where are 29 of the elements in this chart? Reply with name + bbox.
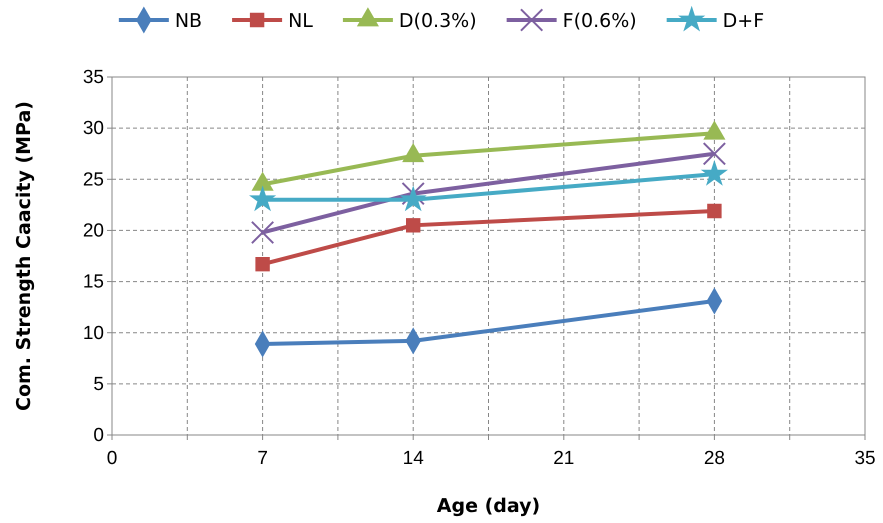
point	[702, 142, 726, 166]
x-axis-title: Age (day)	[436, 495, 540, 517]
point	[707, 204, 722, 218]
x-tick-label: 7	[257, 448, 268, 469]
point	[400, 186, 426, 210]
point	[255, 256, 270, 272]
legend-label: NL	[288, 10, 314, 32]
legend-label: D+F	[722, 10, 764, 32]
x-tick-label: 35	[854, 448, 876, 469]
y-tick-label: 15	[82, 272, 104, 293]
x-tick-label: 21	[553, 448, 574, 469]
x-tick-label: 28	[704, 448, 725, 469]
point	[250, 220, 274, 244]
y-axis-title: Com. Strength Caacity (MPa)	[13, 101, 35, 411]
y-tick-label: 25	[82, 169, 104, 190]
legend-label: NB	[174, 10, 202, 32]
y-tick-label: 0	[93, 425, 104, 446]
x-tick-label: 14	[402, 448, 424, 469]
point	[406, 218, 420, 233]
y-tick-label: 35	[82, 67, 104, 88]
y-tick-label: 30	[82, 118, 104, 140]
legend-label: F(0.6%)	[562, 10, 637, 32]
point	[702, 161, 727, 185]
y-tick-label: 20	[82, 220, 104, 242]
point	[250, 186, 276, 210]
y-tick-label: 10	[82, 322, 104, 344]
legend-label: D(0.3%)	[398, 10, 477, 32]
x-tick-label: 0	[106, 448, 118, 469]
y-tick-label: 5	[93, 374, 104, 395]
